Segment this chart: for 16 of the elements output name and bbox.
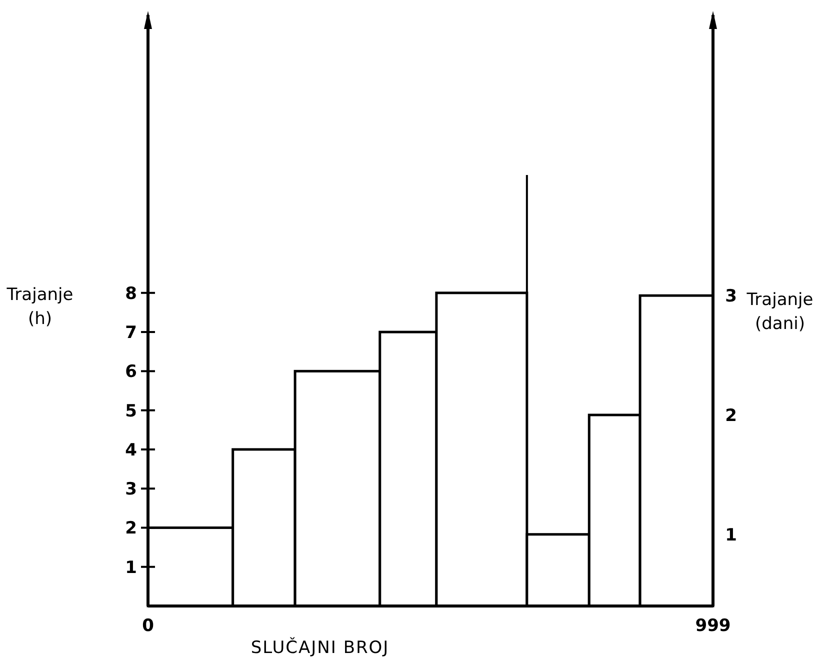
x-tick-label: 0 xyxy=(142,616,154,636)
y-axis-title: Trajanje (h) xyxy=(6,285,74,329)
y-tick-label: 6 xyxy=(125,362,137,382)
y-tick-label: 5 xyxy=(125,401,137,422)
y2-tick-label: 2 xyxy=(725,406,737,426)
y-tick-label: 3 xyxy=(125,480,137,500)
y2-axis-title: Trajanje (dani) xyxy=(746,290,814,334)
y2-tick-label: 1 xyxy=(725,525,737,546)
y-tick-label: 7 xyxy=(125,322,137,343)
y2-tick-label: 3 xyxy=(725,286,737,307)
x-axis-title: SLUČAJNI BROJ xyxy=(250,637,390,658)
y-tick-label: 2 xyxy=(125,518,137,539)
y-tick-label: 8 xyxy=(125,284,137,304)
x-tick-label: 999 xyxy=(695,616,731,636)
y-tick-label: 4 xyxy=(125,440,138,460)
y-tick-label: 1 xyxy=(125,558,137,578)
